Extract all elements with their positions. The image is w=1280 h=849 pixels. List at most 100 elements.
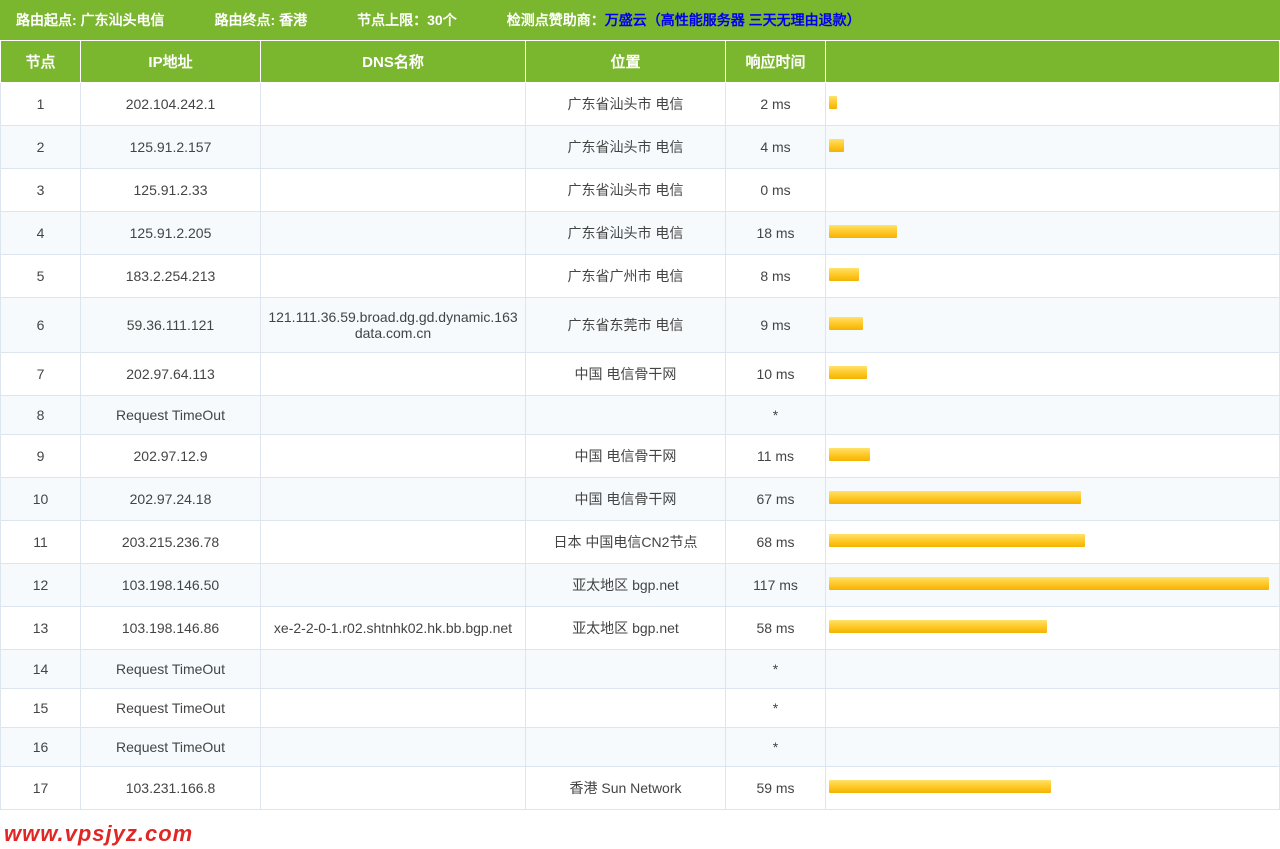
- cell-ip: 202.104.242.1: [81, 83, 261, 126]
- cell-bar: [826, 396, 1280, 435]
- cell-time: 58 ms: [726, 607, 826, 650]
- latency-bar: [829, 780, 1051, 793]
- table-row: 13103.198.146.86xe-2-2-0-1.r02.shtnhk02.…: [1, 607, 1280, 650]
- cell-dns: [261, 564, 526, 607]
- header-node: 节点: [1, 41, 81, 83]
- cell-node: 16: [1, 728, 81, 767]
- cell-loc: 广东省汕头市 电信: [526, 169, 726, 212]
- cell-bar: [826, 169, 1280, 212]
- traceroute-table: 节点 IP地址 DNS名称 位置 响应时间 1202.104.242.1广东省汕…: [0, 40, 1280, 810]
- latency-bar: [829, 366, 867, 379]
- cell-dns: [261, 126, 526, 169]
- cell-dns: [261, 83, 526, 126]
- cell-ip: 103.231.166.8: [81, 767, 261, 810]
- table-row: 17103.231.166.8香港 Sun Network59 ms: [1, 767, 1280, 810]
- latency-bar: [829, 139, 844, 152]
- cell-node: 4: [1, 212, 81, 255]
- cell-loc: 香港 Sun Network: [526, 767, 726, 810]
- cell-bar: [826, 607, 1280, 650]
- cell-dns: [261, 353, 526, 396]
- cell-loc: [526, 396, 726, 435]
- latency-bar: [829, 620, 1047, 633]
- cell-ip: Request TimeOut: [81, 650, 261, 689]
- cell-node: 5: [1, 255, 81, 298]
- paren-close: ）: [847, 12, 861, 28]
- cell-node: 14: [1, 650, 81, 689]
- cell-time: 4 ms: [726, 126, 826, 169]
- cell-ip: 125.91.2.33: [81, 169, 261, 212]
- latency-bar: [829, 491, 1081, 504]
- cell-ip: Request TimeOut: [81, 728, 261, 767]
- table-row: 16Request TimeOut*: [1, 728, 1280, 767]
- header-ip: IP地址: [81, 41, 261, 83]
- cell-loc: 广东省东莞市 电信: [526, 298, 726, 353]
- table-row: 3125.91.2.33 广东省汕头市 电信0 ms: [1, 169, 1280, 212]
- table-row: 5183.2.254.213广东省广州市 电信8 ms: [1, 255, 1280, 298]
- sponsor-link[interactable]: 万盛云: [605, 12, 647, 28]
- route-end-value: 香港: [279, 12, 307, 28]
- header-dns: DNS名称: [261, 41, 526, 83]
- header-location: 位置: [526, 41, 726, 83]
- cell-loc: 中国 电信骨干网: [526, 478, 726, 521]
- cell-time: 59 ms: [726, 767, 826, 810]
- cell-dns: [261, 212, 526, 255]
- cell-node: 3: [1, 169, 81, 212]
- cell-node: 11: [1, 521, 81, 564]
- cell-ip: 103.198.146.50: [81, 564, 261, 607]
- cell-node: 2: [1, 126, 81, 169]
- cell-dns: xe-2-2-0-1.r02.shtnhk02.hk.bb.bgp.net: [261, 607, 526, 650]
- cell-time: *: [726, 689, 826, 728]
- table-row: 2125.91.2.157广东省汕头市 电信4 ms: [1, 126, 1280, 169]
- cell-bar: [826, 126, 1280, 169]
- cell-loc: 中国 电信骨干网: [526, 353, 726, 396]
- cell-loc: 日本 中国电信CN2节点: [526, 521, 726, 564]
- cell-time: 68 ms: [726, 521, 826, 564]
- latency-bar: [829, 225, 897, 238]
- cell-bar: [826, 689, 1280, 728]
- cell-time: 10 ms: [726, 353, 826, 396]
- table-row: 11203.215.236.78日本 中国电信CN2节点68 ms: [1, 521, 1280, 564]
- cell-loc: 亚太地区 bgp.net: [526, 564, 726, 607]
- cell-bar: [826, 650, 1280, 689]
- cell-node: 10: [1, 478, 81, 521]
- cell-dns: [261, 169, 526, 212]
- cell-ip: 125.91.2.205: [81, 212, 261, 255]
- node-limit-label: 节点上限：: [357, 12, 427, 28]
- cell-time: 2 ms: [726, 83, 826, 126]
- cell-dns: [261, 521, 526, 564]
- table-row: 12103.198.146.50亚太地区 bgp.net117 ms: [1, 564, 1280, 607]
- cell-loc: [526, 650, 726, 689]
- cell-ip: 202.97.12.9: [81, 435, 261, 478]
- sponsor-label: 检测点赞助商：: [507, 12, 605, 28]
- cell-dns: 121.111.36.59.broad.dg.gd.dynamic.163dat…: [261, 298, 526, 353]
- cell-time: 67 ms: [726, 478, 826, 521]
- cell-node: 9: [1, 435, 81, 478]
- info-bar: 路由起点: 广东汕头电信 路由终点: 香港 节点上限：30个 检测点赞助商：万盛…: [0, 0, 1280, 40]
- sponsor-desc-link[interactable]: 高性能服务器 三天无理由退款: [661, 12, 847, 28]
- table-body: 1202.104.242.1广东省汕头市 电信2 ms2125.91.2.157…: [1, 83, 1280, 810]
- latency-bar: [829, 448, 870, 461]
- cell-node: 6: [1, 298, 81, 353]
- cell-node: 8: [1, 396, 81, 435]
- cell-ip: 183.2.254.213: [81, 255, 261, 298]
- cell-loc: [526, 689, 726, 728]
- cell-bar: [826, 767, 1280, 810]
- latency-bar: [829, 534, 1085, 547]
- cell-bar: [826, 83, 1280, 126]
- cell-ip: Request TimeOut: [81, 396, 261, 435]
- latency-bar: [829, 317, 863, 330]
- cell-bar: [826, 353, 1280, 396]
- latency-bar: [829, 268, 859, 281]
- table-row: 1202.104.242.1广东省汕头市 电信2 ms: [1, 83, 1280, 126]
- cell-ip: 125.91.2.157: [81, 126, 261, 169]
- cell-bar: [826, 521, 1280, 564]
- cell-bar: [826, 298, 1280, 353]
- cell-time: 0 ms: [726, 169, 826, 212]
- table-row: 10202.97.24.18中国 电信骨干网67 ms: [1, 478, 1280, 521]
- cell-bar: [826, 478, 1280, 521]
- table-row: 9202.97.12.9中国 电信骨干网11 ms: [1, 435, 1280, 478]
- cell-ip: 202.97.64.113: [81, 353, 261, 396]
- cell-node: 1: [1, 83, 81, 126]
- cell-dns: [261, 650, 526, 689]
- header-response: 响应时间: [726, 41, 826, 83]
